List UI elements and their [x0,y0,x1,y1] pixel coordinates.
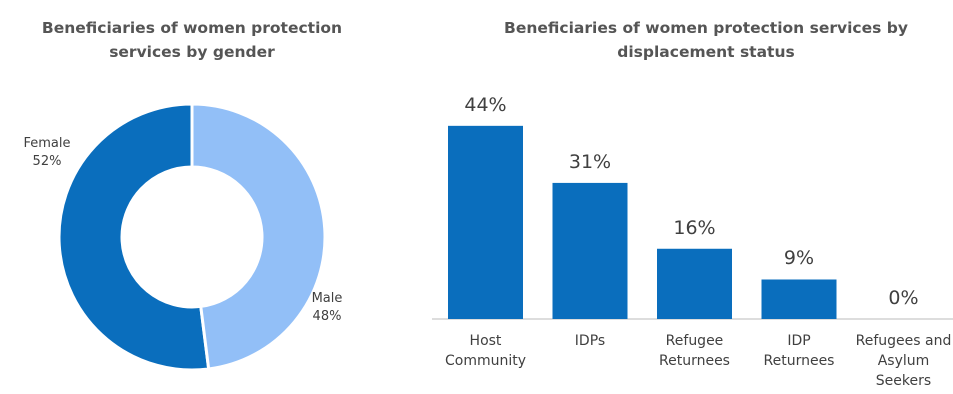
bar-value-label: 16% [673,216,716,239]
donut-slice [57,102,211,372]
bar [761,279,837,319]
chart-title: Beneficiaries of women protection servic… [41,19,343,61]
bar-value-label: 44% [464,93,507,116]
x-tick-label: IDP Returnees [763,333,835,369]
bar-value-label: 0% [888,287,919,309]
donut-slice [190,102,327,371]
x-tick-label: Host Community [444,333,527,369]
slice-value-label: 52% [32,154,62,169]
chart-title: Beneficiaries of women protection servic… [504,19,908,61]
bar-value-label: 9% [783,247,815,270]
x-tick-label: Refugees and Asylum Seekers [855,333,952,389]
bar-value-label: 31% [568,150,612,173]
bar [448,125,523,319]
slice-label: Female [23,136,71,151]
bar [552,182,628,319]
slice-label: Male [311,291,343,306]
bar [657,248,732,319]
x-tick-label: Refugee Returnees [659,333,730,369]
slice-value-label: 48% [312,309,342,324]
x-tick-label: IDPs [574,333,606,349]
